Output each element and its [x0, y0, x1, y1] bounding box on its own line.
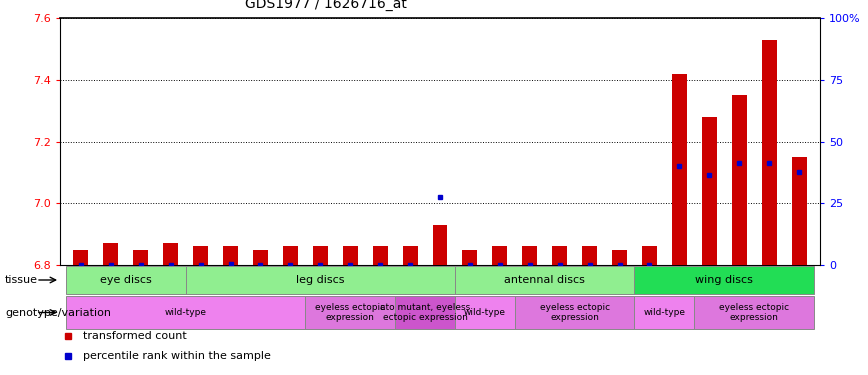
- Bar: [612, 250, 627, 265]
- Bar: [306, 296, 395, 329]
- Bar: [66, 296, 306, 329]
- Bar: [312, 246, 328, 265]
- Text: wild-type: wild-type: [165, 308, 207, 317]
- Bar: [403, 246, 418, 265]
- Text: antennal discs: antennal discs: [504, 275, 585, 285]
- Bar: [283, 246, 298, 265]
- Bar: [732, 95, 746, 265]
- Text: genotype/variation: genotype/variation: [5, 308, 111, 318]
- Bar: [103, 243, 118, 265]
- Text: eyeless ectopic
expression: eyeless ectopic expression: [540, 303, 609, 322]
- Bar: [223, 246, 238, 265]
- Bar: [523, 246, 537, 265]
- Bar: [194, 246, 208, 265]
- Text: wild-type: wild-type: [464, 308, 506, 317]
- Text: percentile rank within the sample: percentile rank within the sample: [82, 351, 271, 361]
- Bar: [372, 246, 388, 265]
- Bar: [66, 266, 186, 294]
- Bar: [492, 246, 507, 265]
- Text: transformed count: transformed count: [82, 331, 187, 341]
- Bar: [455, 266, 635, 294]
- Bar: [761, 40, 777, 265]
- Bar: [672, 74, 687, 265]
- Bar: [515, 296, 635, 329]
- Bar: [455, 296, 515, 329]
- Text: ato mutant, eyeless
ectopic expression: ato mutant, eyeless ectopic expression: [380, 303, 470, 322]
- Bar: [74, 250, 89, 265]
- Bar: [343, 246, 358, 265]
- Bar: [432, 225, 448, 265]
- Text: leg discs: leg discs: [296, 275, 345, 285]
- Text: eye discs: eye discs: [100, 275, 152, 285]
- Bar: [463, 250, 477, 265]
- Bar: [134, 250, 148, 265]
- Bar: [635, 296, 694, 329]
- Bar: [642, 246, 657, 265]
- Bar: [552, 246, 567, 265]
- Bar: [186, 266, 455, 294]
- Bar: [792, 157, 806, 265]
- Text: eyeless ectopic
expression: eyeless ectopic expression: [719, 303, 789, 322]
- Title: GDS1977 / 1626716_at: GDS1977 / 1626716_at: [245, 0, 407, 10]
- Bar: [163, 243, 178, 265]
- Text: tissue: tissue: [5, 275, 38, 285]
- Bar: [702, 117, 717, 265]
- Bar: [635, 266, 814, 294]
- Text: eyeless ectopic
expression: eyeless ectopic expression: [315, 303, 385, 322]
- Bar: [253, 250, 268, 265]
- Text: wing discs: wing discs: [695, 275, 753, 285]
- Bar: [582, 246, 597, 265]
- Bar: [694, 296, 814, 329]
- Text: wild-type: wild-type: [643, 308, 686, 317]
- Bar: [395, 296, 455, 329]
